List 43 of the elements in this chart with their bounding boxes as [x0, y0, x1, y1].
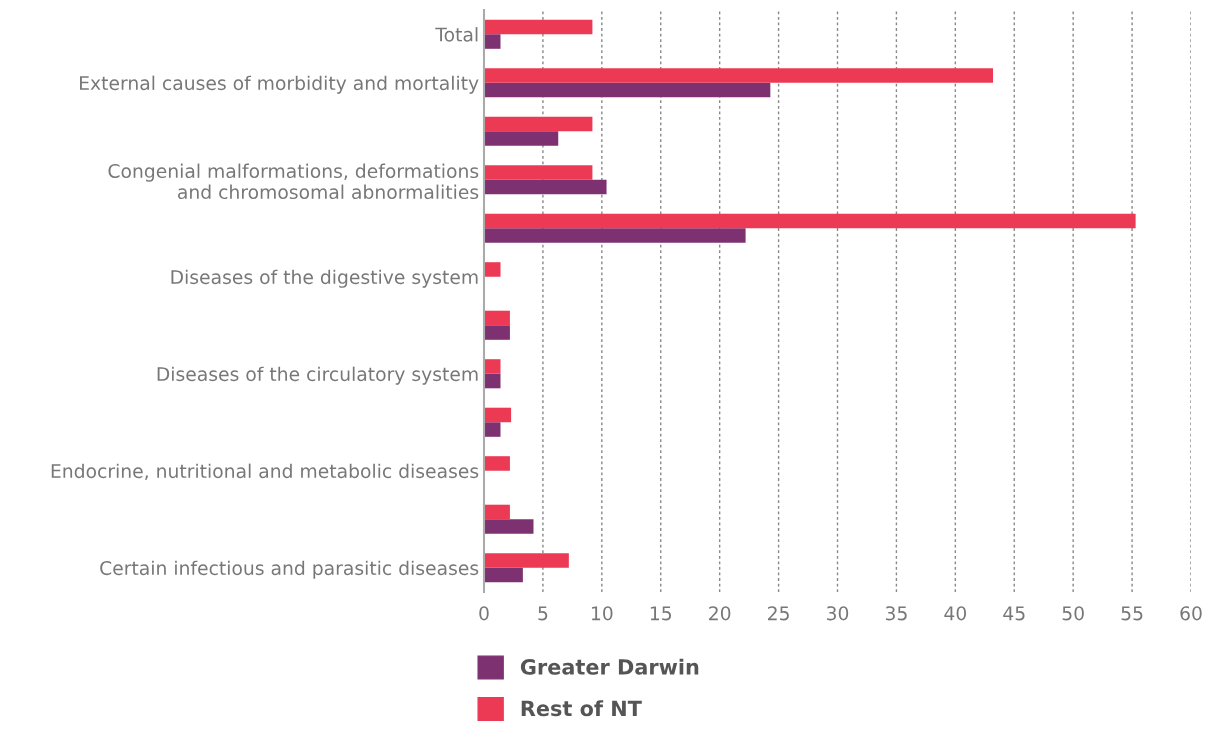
- x-tick-label: 35: [885, 606, 907, 621]
- y-tick-label: Congenial malformations, deformations and chromosomal abnormalities: [108, 163, 479, 200]
- x-tick-label: 50: [1062, 606, 1084, 621]
- x-tick-label: 15: [650, 606, 672, 621]
- bar: [484, 422, 501, 437]
- x-tick-label: 55: [1121, 606, 1143, 621]
- bar: [484, 165, 593, 180]
- bar: [484, 68, 994, 83]
- bar: [484, 567, 523, 583]
- bar: [484, 228, 746, 243]
- y-tick-label: Certain infectious and parasitic diseases: [100, 560, 479, 579]
- bar: [484, 262, 501, 277]
- bar: [484, 359, 501, 374]
- bar: [484, 131, 559, 146]
- legend-label: Greater Darwin: [520, 658, 699, 675]
- x-tick-label: 5: [538, 606, 548, 621]
- x-tick-label: 0: [479, 606, 489, 621]
- y-tick-label: Diseases of the circulatory system: [157, 366, 478, 385]
- bar: [484, 82, 771, 98]
- y-tick-label: External causes of morbidity and mortality: [80, 75, 479, 94]
- x-tick-label: 25: [768, 606, 789, 621]
- x-tick-label: 10: [591, 606, 613, 621]
- x-tick-label: 30: [827, 606, 849, 621]
- bar: [484, 213, 1136, 229]
- bar: [484, 116, 593, 132]
- bar: [484, 504, 510, 520]
- bar: [484, 179, 607, 195]
- bar: [484, 553, 569, 568]
- y-tick-label: Endocrine, nutritional and metabolic diseases: [51, 463, 479, 481]
- x-tick-label: 20: [709, 606, 731, 621]
- bar: [484, 407, 512, 423]
- x-tick-label: 60: [1180, 606, 1202, 621]
- legend-label: Rest of NT: [521, 700, 642, 717]
- bar: [484, 310, 510, 326]
- x-tick-label: 45: [1003, 606, 1025, 621]
- bar: [484, 519, 534, 534]
- y-tick-label: Diseases of the digestive system: [171, 269, 478, 288]
- y-tick-label: Total: [435, 27, 478, 42]
- x-tick-label: 40: [944, 606, 967, 621]
- bar: [484, 19, 593, 35]
- bar: [484, 456, 510, 471]
- bar: [484, 34, 501, 49]
- bar: [484, 325, 510, 340]
